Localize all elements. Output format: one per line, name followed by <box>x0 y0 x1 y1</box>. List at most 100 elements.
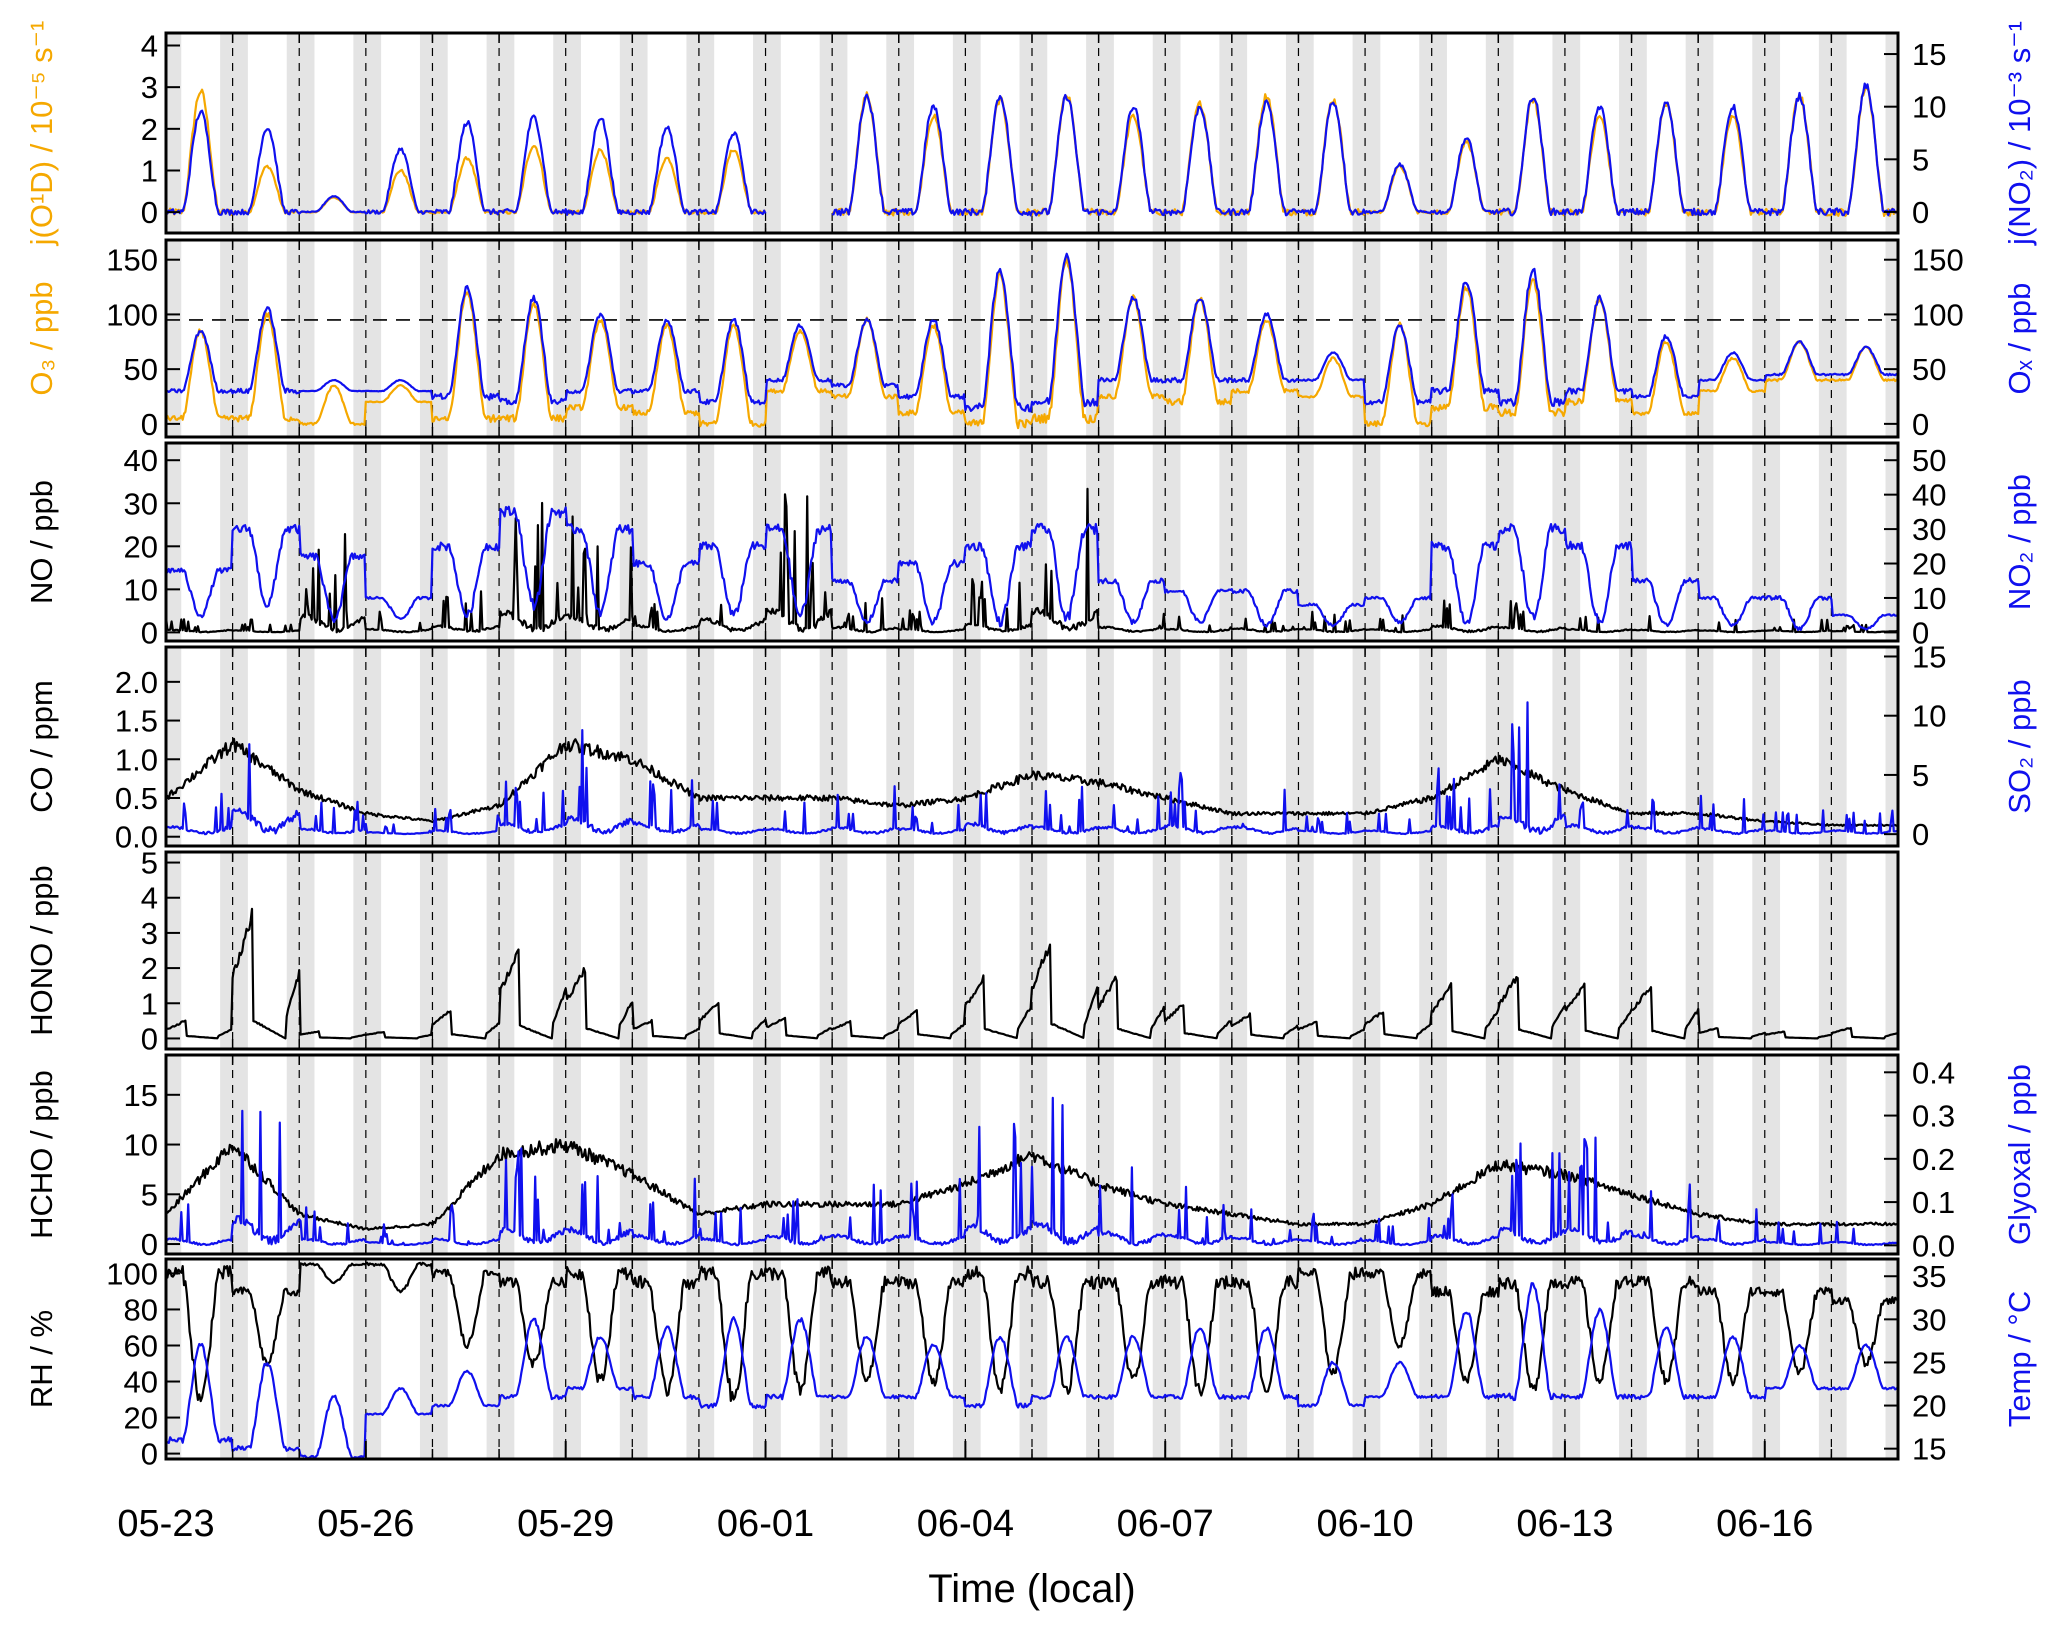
night-band <box>419 1259 448 1459</box>
night-band <box>1552 1259 1581 1459</box>
night-band <box>1619 443 1647 641</box>
night-band <box>1818 852 1847 1049</box>
left-tick-label: 2 <box>141 951 158 986</box>
series-line-1 <box>164 1261 1899 1403</box>
night-band <box>1285 647 1314 846</box>
night-band <box>686 1259 715 1459</box>
night-band <box>686 240 715 437</box>
night-band <box>1685 443 1714 641</box>
night-band <box>1019 647 1048 846</box>
left-tick-label: 1.5 <box>115 704 158 739</box>
night-band <box>1352 852 1381 1049</box>
right-tick-label: 30 <box>1912 512 1946 547</box>
night-band <box>220 443 248 641</box>
x-tick-label: 06-16 <box>1716 1503 1813 1545</box>
night-band <box>1152 240 1181 437</box>
night-band <box>1419 240 1447 437</box>
night-band <box>619 1055 648 1254</box>
night-band <box>1619 1259 1647 1459</box>
night-band <box>486 852 515 1049</box>
night-band <box>1552 647 1581 846</box>
night-band <box>1352 240 1381 437</box>
left-tick-label: 5 <box>141 1177 158 1212</box>
night-band <box>886 852 915 1049</box>
night-band <box>686 443 715 641</box>
night-band <box>166 33 182 233</box>
night-band <box>553 852 581 1049</box>
night-band <box>1485 33 1514 233</box>
night-band <box>166 1055 182 1254</box>
series-line-1 <box>164 487 1898 634</box>
night-band <box>353 240 382 437</box>
night-band <box>1818 33 1847 233</box>
left-tick-label: 0 <box>141 1227 158 1262</box>
night-band <box>886 647 915 846</box>
night-band <box>1885 1055 1898 1254</box>
right-tick-label: 25 <box>1912 1345 1946 1380</box>
right-tick-label: 0.2 <box>1912 1142 1955 1177</box>
night-band <box>1552 33 1581 233</box>
night-band <box>686 852 715 1049</box>
night-band <box>486 1259 515 1459</box>
night-band <box>1352 1259 1381 1459</box>
series-line-2 <box>165 1096 1899 1247</box>
night-band <box>1885 443 1898 641</box>
night-band <box>220 240 248 437</box>
left-tick-label: 80 <box>124 1292 158 1327</box>
night-band <box>952 1259 981 1459</box>
left-tick-label: 2.0 <box>115 665 158 700</box>
night-band <box>1285 1259 1314 1459</box>
left-tick-label: 30 <box>124 486 158 521</box>
night-band <box>1019 240 1048 437</box>
left-tick-label: 0 <box>141 615 158 650</box>
night-band <box>220 852 248 1049</box>
right-tick-label: 150 <box>1912 243 1964 278</box>
night-band <box>353 852 382 1049</box>
right-axis-label: NO₂ / ppb <box>2002 474 2037 610</box>
left-tick-label: 20 <box>124 1401 158 1436</box>
series-line-2 <box>165 1282 1899 1460</box>
night-band <box>1152 33 1181 233</box>
right-tick-label: 0.3 <box>1912 1099 1955 1134</box>
left-axis-label: j(O¹D) / 10⁻⁵ s⁻¹ <box>24 21 59 247</box>
left-tick-label: 0.5 <box>115 781 158 816</box>
night-band <box>886 443 915 641</box>
night-band <box>486 647 515 846</box>
night-band <box>686 1055 715 1254</box>
night-band <box>1086 852 1114 1049</box>
night-band <box>819 33 848 233</box>
night-band <box>619 1259 648 1459</box>
night-band <box>166 852 182 1049</box>
night-band <box>1685 33 1714 233</box>
night-band <box>286 647 315 846</box>
night-band <box>1818 1055 1847 1254</box>
night-band <box>286 1259 315 1459</box>
left-tick-label: 40 <box>124 1365 158 1400</box>
right-tick-label: 30 <box>1912 1302 1946 1337</box>
night-band <box>286 33 315 233</box>
night-band <box>1152 1055 1181 1254</box>
left-tick-label: 100 <box>106 1256 158 1291</box>
left-tick-label: 4 <box>141 881 158 916</box>
night-band <box>1352 647 1381 846</box>
night-band <box>1219 443 1248 641</box>
right-tick-label: 40 <box>1912 478 1946 513</box>
left-tick-label: 0 <box>141 1437 158 1472</box>
night-band <box>1552 852 1581 1049</box>
night-band <box>1619 1055 1647 1254</box>
night-band <box>686 33 715 233</box>
night-band <box>1219 647 1248 846</box>
right-axis-label: Temp / °C <box>2002 1291 2037 1427</box>
night-band <box>353 1055 382 1254</box>
night-band <box>1885 240 1898 437</box>
night-band <box>553 1055 581 1254</box>
left-tick-label: 15 <box>124 1078 158 1113</box>
night-band <box>952 443 981 641</box>
series-line-1 <box>165 907 1899 1040</box>
left-axis-label: CO / ppm <box>24 680 59 813</box>
night-band <box>1152 1259 1181 1459</box>
series-line-2 <box>165 252 1899 413</box>
night-band <box>1419 1055 1447 1254</box>
left-tick-label: 20 <box>124 529 158 564</box>
